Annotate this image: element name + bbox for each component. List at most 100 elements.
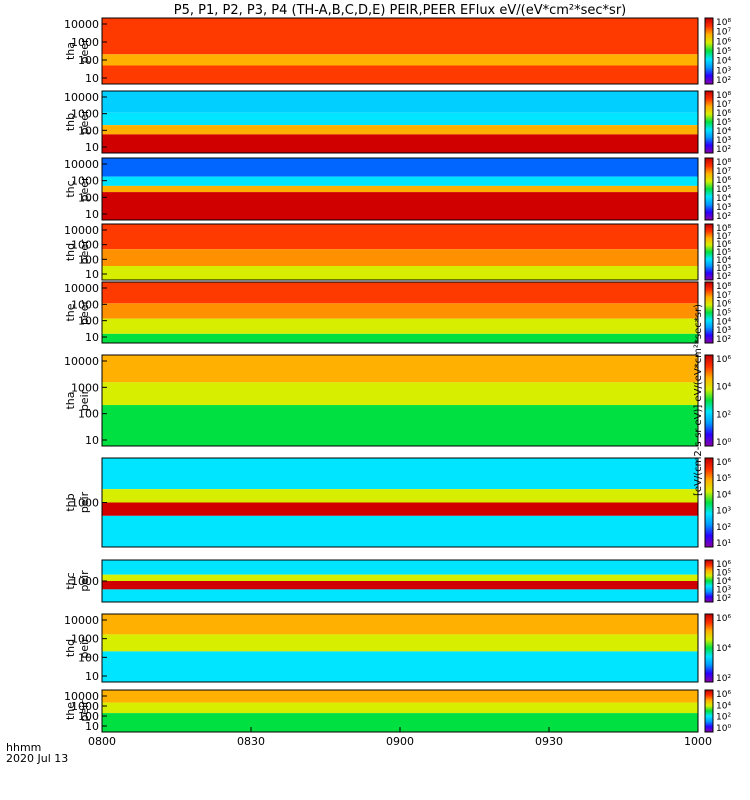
- colorbar-tick-label: 10⁶: [716, 690, 731, 700]
- y-tick-label: 10000: [64, 614, 99, 627]
- y-tick-label: 10: [85, 268, 99, 281]
- heatmap-band: [102, 91, 698, 113]
- colorbar: [704, 17, 714, 85]
- y-axis-label: peer: [78, 109, 91, 135]
- colorbar-tick-label: 10²: [716, 76, 731, 86]
- heatmap-band: [102, 560, 698, 575]
- y-tick-label: 10000: [64, 282, 99, 295]
- colorbar-tick-label: 10³: [716, 586, 731, 596]
- y-axis-label: tha: [64, 42, 77, 60]
- y-axis-label: the: [64, 303, 77, 321]
- colorbar-tick-label: 10⁷: [716, 28, 731, 38]
- y-tick-label: 10: [85, 141, 99, 154]
- panel-frame: [101, 281, 699, 344]
- x-axis-label-hhmm: hhmm: [6, 741, 42, 754]
- colorbar-tick-label: 10⁴: [716, 644, 731, 654]
- colorbar-tick-label: 10³: [716, 264, 731, 274]
- y-tick-label: 10: [85, 208, 99, 221]
- colorbar-tick-label: 10⁰: [716, 438, 731, 448]
- heatmap-band: [102, 333, 698, 343]
- colorbar-tick-label: 10⁴: [716, 317, 731, 327]
- colorbar-tick-label: 10⁵: [716, 185, 731, 195]
- heatmap-band: [102, 502, 698, 516]
- heatmap-band: [102, 355, 698, 383]
- heatmap-band: [102, 282, 698, 304]
- panel-the-peer: the peer 10000 1000 100 10 10⁸10⁷10⁶10⁵10⁴10³1…: [64, 281, 731, 345]
- heatmap-band: [102, 515, 698, 547]
- colorbar-tick-label: 10⁴: [716, 701, 731, 711]
- y-tick-label: 1000: [71, 108, 99, 121]
- panel-frame: [101, 354, 699, 447]
- y-axis-label: thc: [64, 180, 77, 197]
- y-tick-label: 10: [85, 72, 99, 85]
- y-axis-label: peir: [78, 491, 91, 513]
- heatmap-band: [102, 18, 698, 55]
- y-axis-label: thb: [64, 113, 77, 131]
- colorbar-tick-label: 10⁴: [716, 383, 731, 393]
- colorbar-tick-label: 10⁴: [716, 490, 731, 500]
- y-axis-label: thb: [64, 493, 77, 511]
- y-tick-label: 1000: [71, 36, 99, 49]
- colorbar: [704, 90, 714, 154]
- y-tick-label: 100: [78, 54, 99, 67]
- y-tick-label: 10000: [64, 224, 99, 237]
- panel-frame: [101, 90, 699, 154]
- heatmap-band: [102, 54, 698, 66]
- x-tick-label: 1000: [684, 735, 712, 748]
- colorbar-tick-label: 10²: [716, 410, 731, 420]
- y-tick-label: 1000: [71, 298, 99, 311]
- panel-tha-peir: tha peir 10000 1000 100 10 10⁶ 10⁴ 10² 10⁰: [64, 354, 731, 448]
- heatmap-band: [102, 303, 698, 319]
- colorbar-tick-label: 10²: [716, 674, 731, 684]
- colorbar: [704, 613, 714, 683]
- y-tick-label: 100: [78, 124, 99, 137]
- y-tick-label: 1000: [71, 700, 99, 713]
- y-tick-label: 1000: [71, 633, 99, 646]
- date-label: 2020 Jul 13: [6, 752, 69, 765]
- y-tick-label: 100: [78, 651, 99, 664]
- y-tick-label: 1000: [71, 381, 99, 394]
- y-tick-label: 10: [85, 670, 99, 683]
- colorbar-tick-label: 10⁴: [716, 57, 731, 67]
- colorbar-tick-label: 10²: [716, 713, 731, 723]
- y-tick-label: 100: [78, 191, 99, 204]
- colorbar: [704, 559, 714, 603]
- heatmap-band: [102, 589, 698, 602]
- heatmap-band: [102, 318, 698, 334]
- y-tick-label: 100: [78, 253, 99, 266]
- colorbar: [704, 157, 714, 221]
- panel-thd-peir: thd peir 10000 1000 100 10 10⁶ 10⁴ 10²: [64, 613, 731, 684]
- heatmap-band: [102, 614, 698, 635]
- colorbar-tick-label: 10⁷: [716, 291, 731, 301]
- chart-title: P5, P1, P2, P3, P4 (TH-A,B,C,D,E) PEIR,P…: [173, 3, 627, 18]
- y-tick-label: 1000: [71, 575, 99, 588]
- colorbar-tick-label: 10⁴: [716, 256, 731, 266]
- y-tick-label: 1000: [71, 175, 99, 188]
- heatmap-band: [102, 489, 698, 503]
- colorbar-tick-label: 10³: [716, 136, 731, 146]
- y-axis-label: peir: [78, 389, 91, 411]
- x-tick-label: 0830: [237, 735, 265, 748]
- y-tick-label: 10: [85, 434, 99, 447]
- colorbar-tick-label: 10⁶: [716, 355, 731, 365]
- panels-group: tha peer1000010001001010⁸10⁷10⁶10⁵10⁴10³1…: [64, 17, 731, 734]
- y-tick-label: 1000: [71, 497, 99, 510]
- heatmap-band: [102, 382, 698, 406]
- colorbar-tick-label: 10⁶: [716, 240, 731, 250]
- colorbar-tick-label: 10⁶: [716, 109, 731, 119]
- panel-tha-peer: tha peer 10000 1000 100 10 10⁸10⁷10⁶10⁵10⁴10³1…: [64, 17, 731, 86]
- heatmap-band: [102, 249, 698, 266]
- colorbar-tick-label: 10⁵: [716, 309, 731, 319]
- heatmap-band: [102, 176, 698, 186]
- heatmap-band: [102, 65, 698, 84]
- colorbar-tick-label: 10²: [716, 212, 731, 222]
- colorbar-tick-label: 10³: [716, 507, 731, 517]
- heatmap-band: [102, 158, 698, 177]
- heatmap-band: [102, 134, 698, 153]
- colorbar-tick-label: 10⁸: [716, 18, 731, 28]
- heatmap-band: [102, 581, 698, 590]
- y-tick-label: 100: [78, 710, 99, 723]
- panel-frame: [101, 223, 699, 281]
